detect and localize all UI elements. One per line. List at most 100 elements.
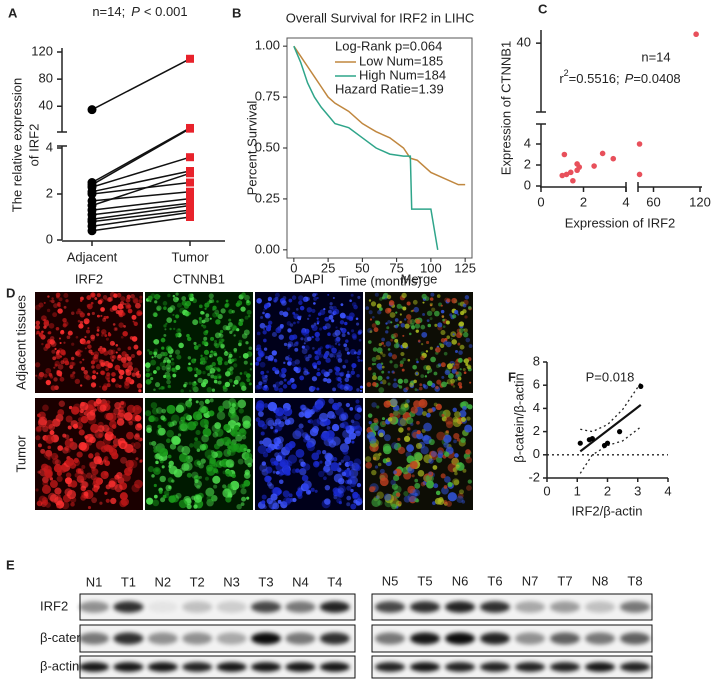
micrograph-speck xyxy=(307,354,312,359)
micrograph-speck xyxy=(246,309,252,315)
micrograph-speck xyxy=(216,411,226,420)
micrograph-speck xyxy=(288,298,293,303)
micrograph-speck xyxy=(105,367,109,372)
micrograph-speck xyxy=(282,384,288,389)
micrograph-speck xyxy=(130,294,135,299)
blot-band xyxy=(113,632,144,645)
micrograph-speck xyxy=(404,323,410,329)
micrograph-speck xyxy=(104,491,108,495)
y-tick-label: 1.00 xyxy=(255,38,280,53)
micrograph-speck xyxy=(260,370,265,375)
micrograph-speck xyxy=(275,470,280,475)
micrograph-speck xyxy=(333,308,340,315)
micrograph-speck xyxy=(354,464,361,471)
micrograph-speck xyxy=(37,373,44,380)
micrograph-speck xyxy=(229,330,233,334)
micrograph-speck xyxy=(71,406,80,415)
micrograph-speck xyxy=(218,405,225,412)
micrograph-speck xyxy=(146,497,154,505)
micrograph-speck xyxy=(41,463,49,471)
micrograph-speck xyxy=(331,423,340,432)
micrograph-speck xyxy=(200,381,207,388)
tumor-square xyxy=(186,169,194,178)
micrograph-speck xyxy=(126,356,132,362)
micrograph-speck xyxy=(285,443,293,451)
micrograph-speck xyxy=(400,351,405,357)
adjacent-dot xyxy=(87,189,97,199)
micrograph-speck xyxy=(332,487,340,494)
micrograph-speck xyxy=(68,405,73,410)
micrograph-speck xyxy=(267,419,275,427)
micrograph-speck xyxy=(342,448,349,455)
micrograph-speck xyxy=(265,355,269,360)
micrograph-speck xyxy=(167,362,171,366)
micrograph-speck xyxy=(391,354,398,360)
micrograph-speck xyxy=(71,361,76,366)
micrograph-speck xyxy=(389,413,394,418)
micrograph-speck xyxy=(60,360,65,365)
micrograph-speck xyxy=(410,406,418,414)
micrograph-speck xyxy=(78,429,85,436)
micrograph-speck xyxy=(263,403,269,408)
micrograph-speck xyxy=(171,367,176,372)
panel-letter: A xyxy=(8,5,18,20)
micrograph-speck xyxy=(158,387,161,390)
micrograph-speck xyxy=(58,337,62,340)
micrograph-speck xyxy=(77,308,81,312)
micrograph-speck xyxy=(278,387,284,393)
micrograph-speck xyxy=(367,367,372,371)
micrograph-speck xyxy=(318,470,325,478)
lane-label: N2 xyxy=(154,574,171,589)
micrograph-speck xyxy=(177,433,182,437)
micrograph-speck xyxy=(457,302,461,306)
micrograph-speck xyxy=(323,307,326,311)
micrograph-speck xyxy=(233,424,240,431)
micrograph-speck xyxy=(70,420,78,428)
blot-band xyxy=(620,601,650,613)
micrograph-speck xyxy=(166,429,174,438)
micrograph-speck xyxy=(331,436,341,446)
micrograph-speck xyxy=(426,319,430,322)
pair-line xyxy=(91,190,191,202)
micrograph-speck xyxy=(443,442,449,448)
micrograph-speck xyxy=(84,335,87,339)
micrograph-speck xyxy=(266,370,270,374)
micrograph-speck xyxy=(161,346,165,350)
micrograph-speck xyxy=(96,328,100,332)
micrograph-speck xyxy=(133,441,141,450)
micrograph-speck xyxy=(167,307,174,313)
micrograph-speck xyxy=(221,338,225,342)
micrograph-speck xyxy=(463,452,471,460)
micrograph-speck xyxy=(415,319,421,325)
micrograph-speck xyxy=(263,347,268,351)
micrograph-speck xyxy=(204,398,210,405)
micrograph-speck xyxy=(90,301,94,305)
pair-line xyxy=(91,211,191,227)
micrograph-speck xyxy=(326,468,334,476)
micrograph-speck xyxy=(126,294,131,299)
micrograph-speck xyxy=(324,484,331,491)
micrograph-speck xyxy=(300,483,309,492)
micrograph-speck xyxy=(463,358,470,364)
micrograph-speck xyxy=(57,308,63,314)
micrograph-speck xyxy=(428,471,434,477)
micrograph-speck xyxy=(131,314,137,320)
micrograph-speck xyxy=(200,357,206,363)
micrograph-speck xyxy=(429,346,433,350)
micrograph-speck xyxy=(386,326,390,330)
micrograph-speck xyxy=(107,333,112,337)
blot-band xyxy=(550,632,580,645)
micrograph-speck xyxy=(169,443,177,450)
micrograph-speck xyxy=(171,357,174,361)
micrograph-speck xyxy=(337,382,343,389)
micrograph-speck xyxy=(203,349,210,355)
micrograph-speck xyxy=(56,470,62,477)
micrograph-speck xyxy=(359,385,363,389)
micrograph-speck xyxy=(227,439,231,443)
survival-curve xyxy=(293,45,439,250)
column-header: Merge xyxy=(401,271,438,286)
micrograph-speck xyxy=(178,453,189,463)
micrograph-speck xyxy=(262,327,266,331)
micrograph-speck xyxy=(124,443,134,453)
y-axis-label: The relative expression xyxy=(9,78,24,212)
